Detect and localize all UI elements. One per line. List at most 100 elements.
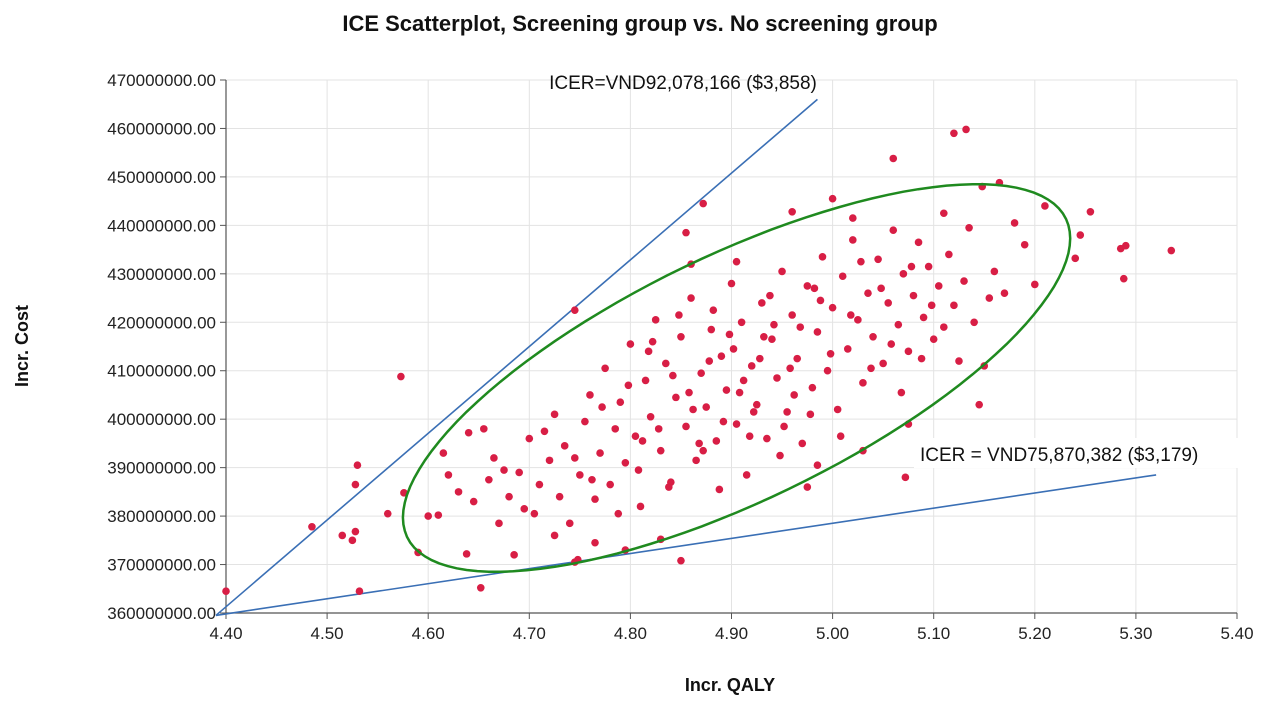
scatter-point	[747, 362, 756, 370]
scatter-point	[884, 299, 893, 307]
scatter-point	[462, 550, 471, 558]
scatter-point	[833, 405, 842, 414]
y-tick-label: 420000000.00	[107, 313, 216, 332]
icer-label-upper: ICER=VND92,078,166 ($3,858)	[549, 73, 817, 94]
scatter-point	[766, 291, 774, 300]
scatter-point	[894, 320, 903, 329]
scatter-point	[505, 492, 513, 501]
x-axis-label: Incr. QALY	[685, 675, 775, 695]
scatter-point	[631, 432, 640, 440]
scatter-point	[648, 337, 657, 346]
scatter-point	[480, 425, 488, 433]
scatter-point	[790, 391, 798, 399]
scatter-point	[955, 357, 963, 365]
scatter-point	[644, 347, 653, 356]
scatter-point	[914, 238, 923, 247]
scatter-point	[867, 364, 875, 373]
scatter-point	[510, 551, 518, 559]
scatter-point	[780, 422, 788, 431]
scatter-point	[752, 400, 761, 409]
scatter-point	[889, 154, 898, 163]
scatter-point	[722, 386, 731, 394]
scatter-point	[695, 439, 703, 448]
scatter-point	[677, 556, 685, 565]
scatter-point	[742, 471, 751, 479]
scatter-point	[665, 483, 673, 491]
scatter-point	[598, 403, 606, 411]
scatter-point	[495, 519, 503, 528]
scatter-point	[1119, 274, 1128, 283]
scatter-point	[651, 316, 660, 324]
scatter-point	[768, 335, 776, 344]
scatter-point	[699, 446, 707, 455]
scatter-point	[611, 425, 620, 433]
scatter-point	[962, 125, 970, 134]
scatter-point	[788, 207, 796, 216]
scatter-point	[621, 458, 630, 467]
scatter-point	[798, 439, 807, 448]
scatter-point	[899, 270, 908, 278]
scatter-point	[732, 257, 741, 266]
scatter-point	[826, 349, 835, 358]
scatter-point	[803, 282, 812, 290]
x-tick-label: 5.40	[1220, 624, 1253, 643]
y-tick-label: 410000000.00	[107, 362, 216, 381]
scatter-point	[383, 509, 392, 518]
scatter-point	[500, 466, 508, 474]
scatter-point	[719, 417, 728, 426]
scatter-point	[836, 432, 845, 440]
scatter-point	[606, 480, 614, 489]
scatter-point	[624, 381, 633, 390]
scatter-point	[338, 531, 347, 540]
scatter-points	[222, 125, 1176, 595]
scatter-point	[689, 405, 697, 414]
scatter-point	[222, 587, 230, 595]
x-tick-label: 4.60	[412, 624, 445, 643]
scatter-point	[846, 311, 855, 319]
scatter-point	[857, 257, 865, 266]
scatter-point	[843, 345, 852, 353]
scatter-point	[887, 340, 896, 348]
scatter-point	[717, 352, 726, 360]
scatter-point	[904, 347, 913, 356]
scatter-point	[351, 480, 360, 489]
scatter-point	[555, 492, 564, 501]
scatter-point	[793, 354, 802, 363]
scatter-point	[950, 129, 958, 138]
scatter-point	[560, 442, 569, 450]
scatter-point	[638, 437, 647, 445]
scatter-point	[565, 519, 574, 528]
scatter-point	[788, 311, 796, 319]
scatter-point	[614, 509, 623, 518]
scatter-point	[476, 584, 485, 592]
scatter-point	[970, 318, 978, 327]
scatter-point	[924, 262, 933, 271]
scatter-point	[1020, 240, 1029, 249]
scatter-point	[803, 483, 812, 491]
scatter-point	[308, 522, 316, 531]
scatter-point	[783, 408, 791, 416]
scatter-point	[588, 475, 596, 484]
scatter-point	[616, 398, 625, 407]
scatter-point	[348, 536, 357, 545]
scatter-point	[816, 296, 825, 305]
x-tick-label: 4.50	[311, 624, 344, 643]
scatter-point	[641, 376, 650, 385]
scatter-point	[591, 495, 599, 503]
y-tick-label: 430000000.00	[107, 265, 216, 284]
scatter-point	[796, 323, 805, 331]
scatter-point	[351, 527, 360, 536]
x-tick-label: 5.20	[1018, 624, 1051, 643]
icer-lines	[215, 98, 1157, 617]
scatter-point	[763, 434, 771, 443]
scatter-point	[444, 471, 453, 479]
scatter-point	[818, 253, 827, 261]
scatter-point	[596, 449, 604, 457]
scatter-point	[540, 427, 549, 436]
confidence-ellipse	[401, 182, 1072, 574]
scatter-point	[806, 410, 815, 419]
scatter-point	[535, 480, 544, 489]
scatter-point	[1000, 289, 1009, 298]
